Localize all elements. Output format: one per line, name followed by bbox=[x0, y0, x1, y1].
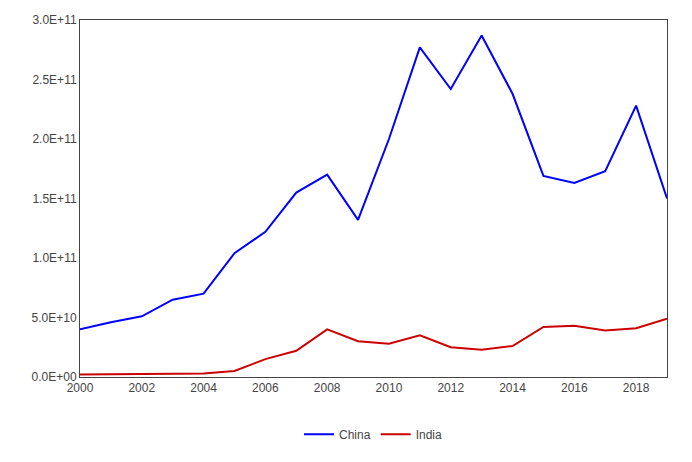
svg-text:2000: 2000 bbox=[67, 381, 94, 395]
svg-text:2.0E+11: 2.0E+11 bbox=[32, 132, 76, 146]
svg-text:2006: 2006 bbox=[252, 381, 279, 395]
svg-text:1.0E+11: 1.0E+11 bbox=[32, 251, 76, 265]
svg-text:2002: 2002 bbox=[128, 381, 155, 395]
svg-text:2014: 2014 bbox=[499, 381, 526, 395]
svg-text:China: China bbox=[339, 428, 371, 442]
svg-text:3.0E+11: 3.0E+11 bbox=[32, 13, 76, 27]
svg-text:2010: 2010 bbox=[376, 381, 403, 395]
svg-text:2012: 2012 bbox=[437, 381, 464, 395]
svg-text:2008: 2008 bbox=[314, 381, 341, 395]
svg-text:1.5E+11: 1.5E+11 bbox=[32, 192, 76, 206]
svg-text:5.0E+10: 5.0E+10 bbox=[32, 311, 77, 325]
svg-text:2004: 2004 bbox=[190, 381, 217, 395]
svg-text:2.5E+11: 2.5E+11 bbox=[32, 73, 76, 87]
svg-text:India: India bbox=[416, 428, 442, 442]
svg-text:2016: 2016 bbox=[561, 381, 588, 395]
svg-text:2018: 2018 bbox=[623, 381, 650, 395]
svg-text:0.0E+00: 0.0E+00 bbox=[32, 370, 77, 384]
